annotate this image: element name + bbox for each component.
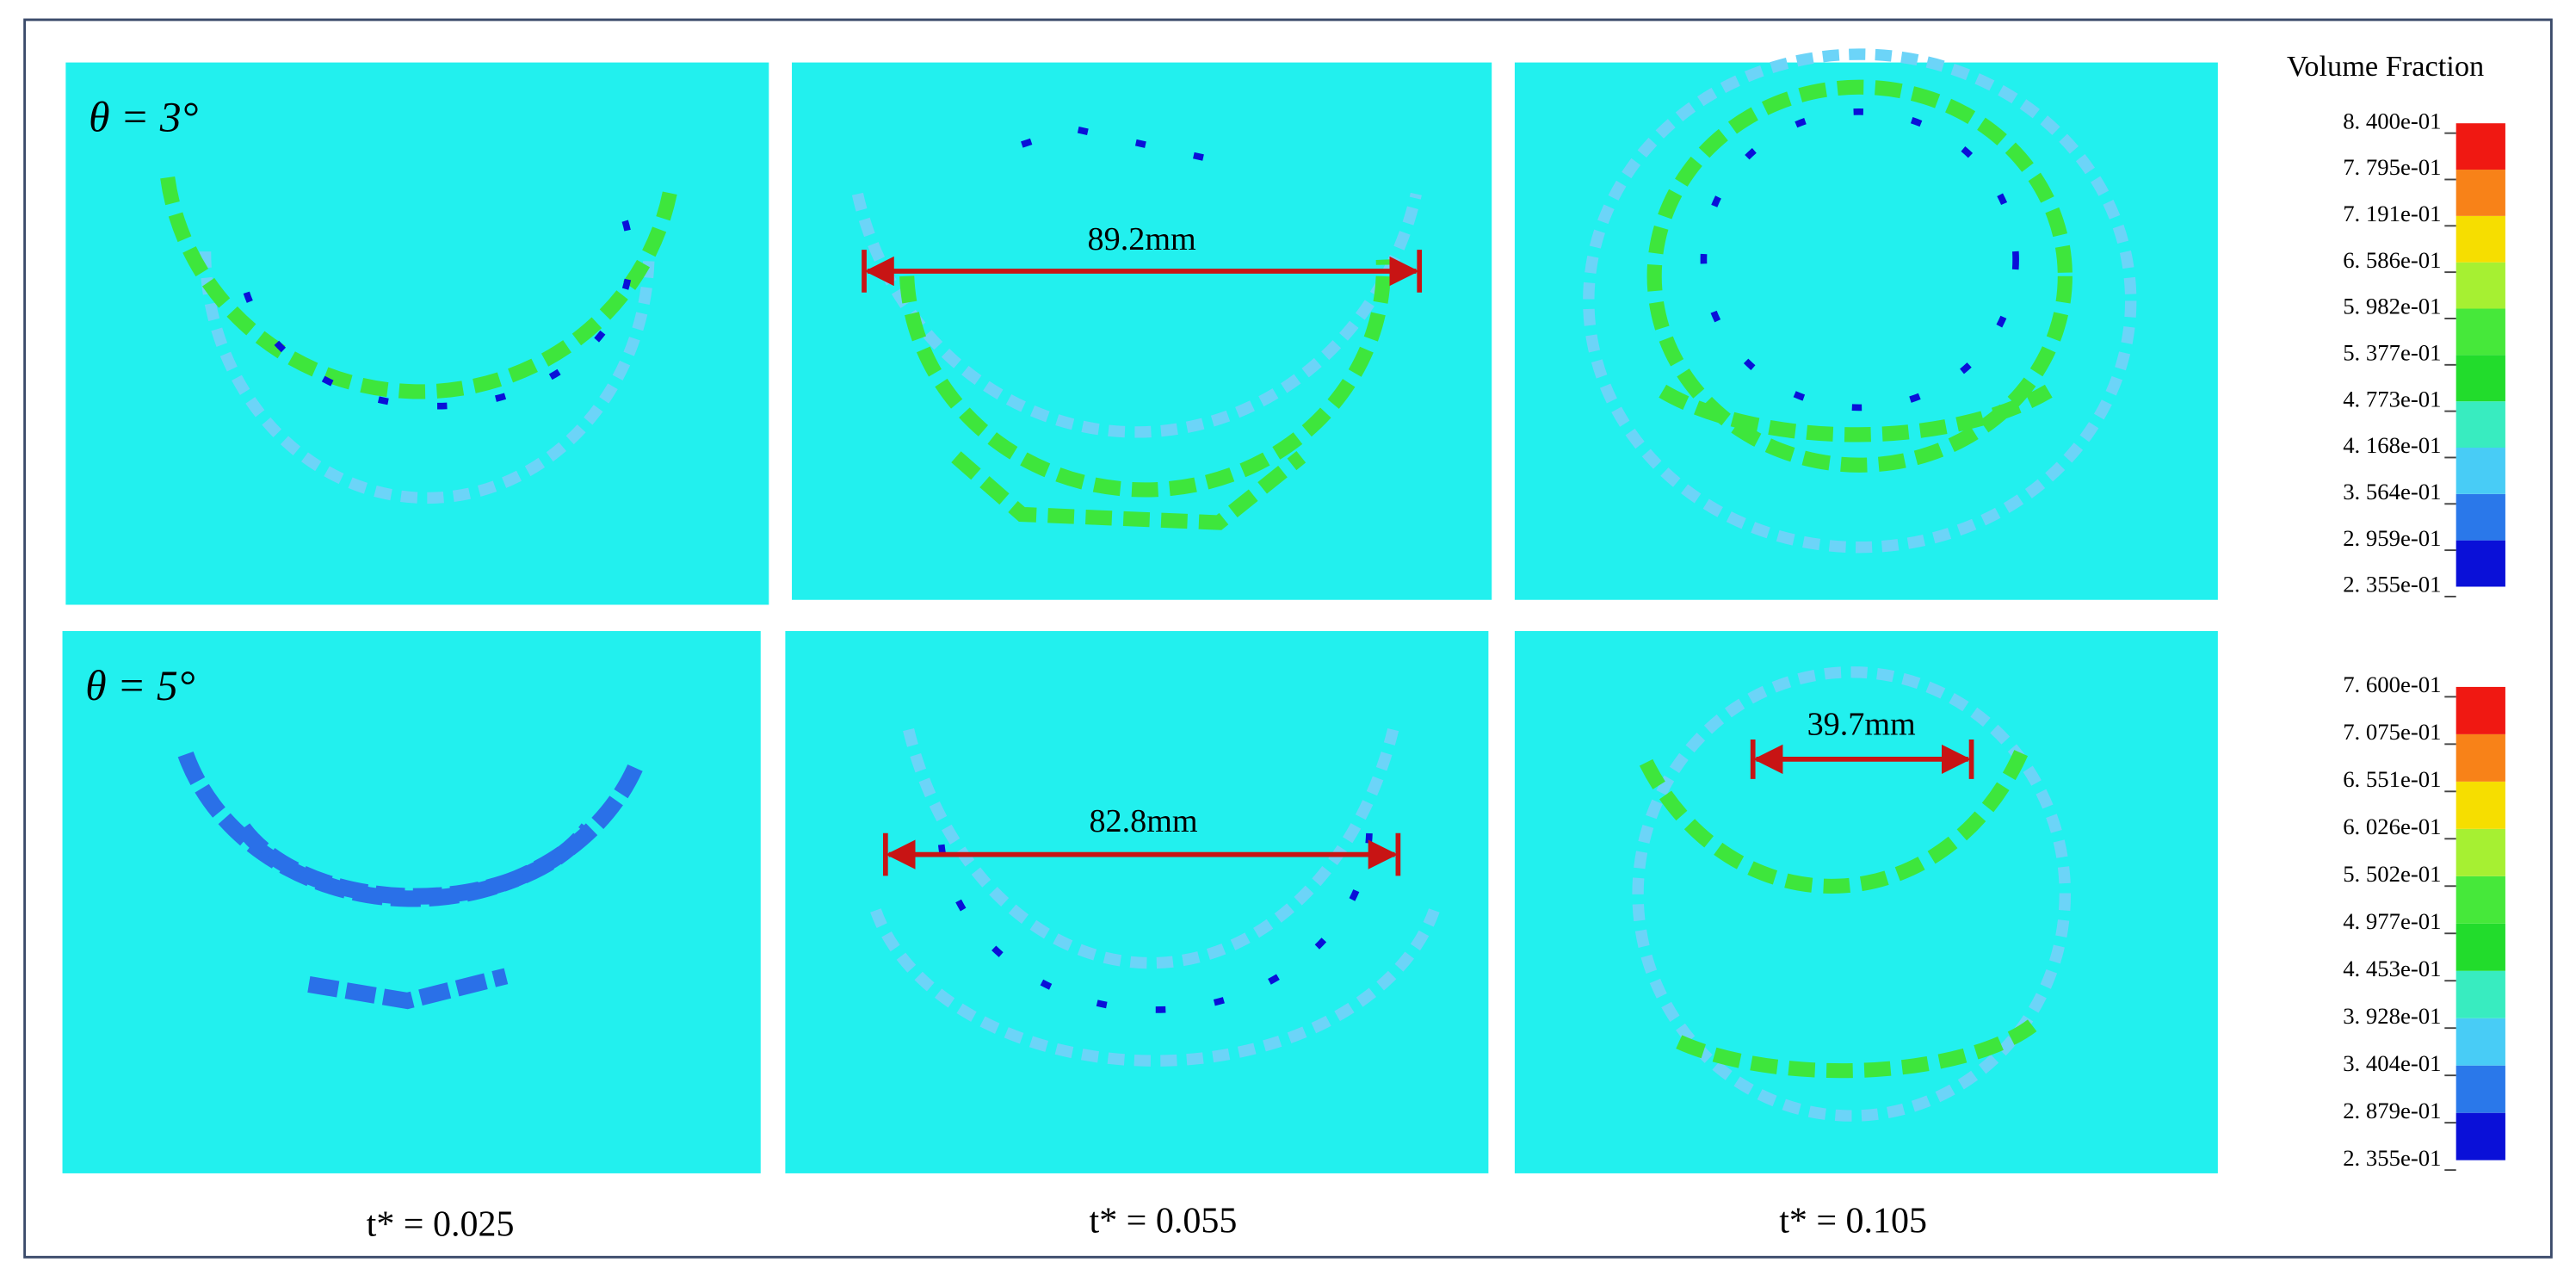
- colorbar-swatch: [2456, 215, 2505, 263]
- contour: [1583, 48, 2137, 554]
- contour: [236, 823, 596, 905]
- colorbar-label: 5. 377e-01: [2343, 339, 2441, 365]
- contour: [199, 251, 655, 504]
- colorbar-label: 7. 795e-01: [2343, 154, 2441, 180]
- contour: [937, 811, 1373, 1013]
- colorbar-label: 2. 355e-01: [2343, 572, 2441, 597]
- colorbar-swatch: [2456, 1065, 2505, 1113]
- dimension-label: 89.2mm: [1088, 221, 1196, 257]
- dimension-label: 82.8mm: [1089, 803, 1197, 839]
- colorbar-swatch: [2456, 401, 2505, 449]
- row-label: θ = 3°: [89, 94, 198, 141]
- dimension-label: 39.7mm: [1807, 706, 1916, 742]
- panel-bg: [785, 631, 1489, 1173]
- colorbar-label: 6. 551e-01: [2343, 766, 2441, 792]
- colorbar-swatch: [2456, 262, 2505, 309]
- colorbar-swatch: [2456, 123, 2505, 170]
- colorbar-label: 4. 773e-01: [2343, 386, 2441, 412]
- colorbar-label: 8. 400e-01: [2343, 108, 2441, 133]
- panel: [1514, 48, 2218, 600]
- colorbar-label: 3. 564e-01: [2343, 479, 2441, 504]
- colorbar-swatch: [2456, 970, 2505, 1018]
- colorbars: 8. 400e-01 7. 795e-01 7. 191e-01 6. 586e-01…: [2343, 108, 2505, 1172]
- contour: [177, 751, 646, 907]
- colorbar-label: 2. 355e-01: [2343, 1145, 2441, 1171]
- contour: [160, 176, 678, 399]
- colorbar-title: Volume Fraction: [2287, 50, 2484, 83]
- contour: [951, 450, 1307, 530]
- colorbar-swatch: [2456, 686, 2505, 734]
- panel: θ = 3°: [65, 62, 769, 605]
- row-label: θ = 5°: [85, 662, 195, 709]
- panel: θ = 5°: [62, 631, 761, 1173]
- colorbar-swatch: [2456, 170, 2505, 216]
- contour: [851, 192, 1422, 438]
- contour: [307, 968, 509, 1010]
- frame: [23, 18, 2553, 1259]
- colorbar-label: 4. 168e-01: [2343, 432, 2441, 458]
- colorbar-label: 7. 075e-01: [2343, 719, 2441, 745]
- colorbar-swatch: [2456, 733, 2505, 782]
- panel-bg: [65, 62, 769, 605]
- colorbar-label: 6. 026e-01: [2343, 814, 2441, 839]
- time-label: t* = 0.025: [367, 1204, 515, 1244]
- time-label: t* = 0.105: [1779, 1202, 1927, 1241]
- colorbar-swatch: [2456, 540, 2505, 587]
- colorbar-label: 7. 191e-01: [2343, 201, 2441, 226]
- contour: [870, 908, 1440, 1067]
- colorbar-label: 2. 959e-01: [2343, 525, 2441, 551]
- panel-bg: [1514, 631, 2218, 1173]
- contour: [1632, 666, 2072, 1122]
- panel: 39.7mm: [1514, 631, 2218, 1173]
- colorbar-swatch: [2456, 355, 2505, 402]
- colorbar-label: 6. 586e-01: [2343, 247, 2441, 273]
- colorbar-label: 3. 928e-01: [2343, 1003, 2441, 1029]
- colorbar-swatch: [2456, 493, 2505, 541]
- contour: [1639, 743, 2031, 894]
- contour: [1700, 108, 2019, 412]
- colorbar-swatch: [2456, 923, 2505, 971]
- contour: [1646, 79, 2073, 473]
- time-label: t* = 0.055: [1090, 1202, 1238, 1241]
- colorbar-label: 5. 982e-01: [2343, 294, 2441, 319]
- colorbar-label: 4. 977e-01: [2343, 908, 2441, 934]
- colorbar-label: 5. 502e-01: [2343, 861, 2441, 887]
- colorbar-swatch: [2456, 876, 2505, 924]
- colorbar-label: 2. 879e-01: [2343, 1098, 2441, 1123]
- colorbar-swatch: [2456, 308, 2505, 356]
- colorbar-label: 4. 453e-01: [2343, 956, 2441, 981]
- panel-bg: [1514, 62, 2218, 600]
- contour: [1659, 384, 2053, 442]
- panel: 89.2mm: [792, 62, 1492, 600]
- colorbar-label: 3. 404e-01: [2343, 1050, 2441, 1076]
- colorbar-swatch: [2456, 828, 2505, 876]
- contour: [1676, 1019, 2037, 1079]
- colorbar-swatch: [2456, 1018, 2505, 1066]
- colorbar-swatch: [2456, 448, 2505, 494]
- panel: 82.8mm: [785, 631, 1489, 1173]
- colorbar-label: 7. 600e-01: [2343, 671, 2441, 697]
- contour: [899, 259, 1391, 498]
- colorbar-swatch: [2456, 1112, 2505, 1160]
- colorbar-swatch: [2456, 781, 2505, 829]
